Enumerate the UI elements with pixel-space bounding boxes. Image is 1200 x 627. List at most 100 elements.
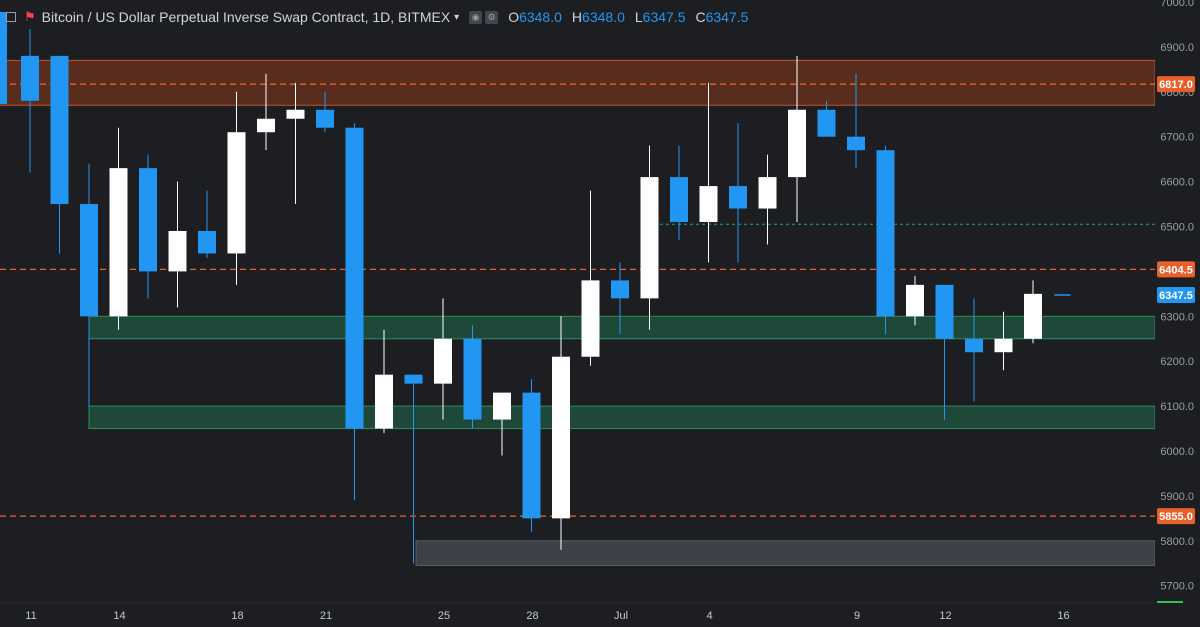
candle-body (139, 168, 157, 272)
candle (699, 82, 718, 263)
date-tick-label: 25 (438, 610, 450, 622)
candle-body (906, 284, 924, 317)
collapse-icon[interactable] (6, 12, 16, 22)
date-tick-label: 4 (706, 610, 712, 622)
candle-body (50, 55, 69, 205)
volume-indicator-mark (1157, 601, 1183, 603)
candle (611, 262, 629, 335)
price-tick-label: 6700.0 (1160, 132, 1194, 144)
zone-base-gray (415, 540, 1156, 566)
high-value: 6348.0 (582, 9, 625, 25)
level-price-tag (1157, 76, 1195, 93)
candle-body (434, 338, 452, 384)
candle-body (611, 280, 629, 299)
candle (906, 275, 924, 326)
candle (817, 100, 836, 137)
level-price-tag (1157, 508, 1195, 525)
eye-icon[interactable]: ◉ (469, 10, 483, 24)
date-tick-label: 21 (320, 610, 332, 622)
date-tick-label: 14 (113, 610, 125, 622)
price-tick-label: 6300.0 (1160, 311, 1194, 323)
price-tick-label: 6200.0 (1160, 356, 1194, 368)
candle (965, 298, 983, 402)
zone-resistance (0, 59, 1156, 106)
date-tick-label: 18 (231, 610, 243, 622)
candle (404, 374, 423, 564)
candle (522, 379, 541, 532)
candle (640, 145, 659, 330)
level-price-tag-label: 6817.0 (1159, 79, 1193, 91)
candle (109, 127, 128, 330)
candle (1024, 280, 1042, 344)
candle (552, 316, 570, 550)
candle (345, 123, 364, 501)
candle (21, 28, 39, 173)
price-tick-label: 6100.0 (1160, 401, 1194, 413)
price-tags: 6817.0 6404.5 5855.0 6347.5 (1157, 76, 1195, 525)
zone-support-upper (88, 315, 1156, 340)
candle-body (257, 118, 275, 133)
date-tick-label: 9 (854, 610, 860, 622)
high-label: H (571, 9, 583, 25)
price-tick-label: 6900.0 (1160, 42, 1194, 54)
candle (375, 329, 393, 434)
open-label: O (508, 9, 520, 25)
candle-body (758, 177, 777, 209)
candle (316, 91, 334, 133)
candle-body (876, 150, 895, 317)
candle-body (109, 168, 128, 317)
left-edge-marker (0, 12, 7, 104)
candle-body (817, 109, 836, 137)
candle (758, 154, 777, 245)
date-tick-label: 16 (1057, 610, 1069, 622)
candle-body (493, 392, 511, 420)
candle (463, 325, 482, 429)
candle-body (729, 186, 747, 209)
candle-body (286, 109, 305, 119)
levels-layer (0, 83, 1155, 517)
zone-support-lower (88, 405, 1156, 430)
candle-body (581, 280, 600, 357)
candle (198, 190, 216, 258)
symbol-title[interactable]: Bitcoin / US Dollar Perpetual Inverse Sw… (41, 9, 451, 25)
candle-body (847, 136, 865, 151)
low-value: 6347.5 (642, 9, 686, 25)
close-label: C (695, 9, 706, 25)
candle (50, 55, 69, 254)
candle (581, 190, 600, 366)
candle (935, 284, 954, 420)
close-value: 6347.5 (705, 9, 749, 25)
last-price-tag-label: 6347.5 (1159, 290, 1193, 302)
settings-icon[interactable]: ⚙ (485, 10, 499, 24)
flag-icon[interactable]: ⚑ (24, 9, 36, 24)
price-tick-label: 7000.0 (1160, 0, 1194, 9)
candle-body (168, 230, 187, 272)
candle-body (21, 55, 39, 101)
candle-body (965, 338, 983, 353)
candle (729, 123, 747, 263)
candle-body (198, 230, 216, 254)
candle-body (404, 374, 423, 384)
date-tick-label: 12 (939, 610, 951, 622)
last-price-tag (1157, 286, 1195, 303)
candle-body (522, 392, 541, 519)
candle (876, 145, 895, 335)
price-tick-label: 5700.0 (1160, 581, 1194, 593)
chevron-down-icon[interactable]: ▾ (454, 11, 460, 23)
price-tick-label: 5800.0 (1160, 536, 1194, 548)
candle (994, 311, 1013, 371)
time-axis[interactable] (0, 603, 1200, 627)
candle-body (463, 338, 482, 420)
candle (168, 181, 187, 308)
candle (227, 91, 246, 285)
price-tick-label: 6500.0 (1160, 222, 1194, 234)
candle-body (640, 177, 659, 299)
candle (257, 73, 275, 151)
candle (434, 298, 452, 420)
candle-body (994, 338, 1013, 353)
level-price-tag-label: 5855.0 (1159, 511, 1193, 523)
open-value: 6348.0 (519, 9, 562, 25)
level-price-tag (1157, 261, 1195, 278)
candle-body (80, 204, 98, 317)
